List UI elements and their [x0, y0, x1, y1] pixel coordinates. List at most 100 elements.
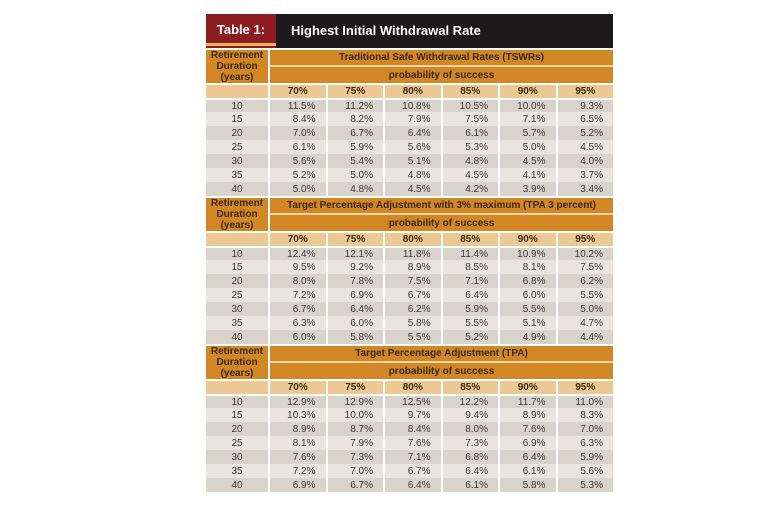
rate-cell: 10.3% [270, 408, 326, 422]
column-header: 75% [327, 83, 383, 98]
rate-cell: 4.5% [385, 182, 441, 196]
rate-cell: 6.1% [500, 464, 556, 478]
percent-header-row: 70% 75% 80% 85% 90% 95% [206, 231, 613, 246]
rate-cell: 5.8% [500, 478, 556, 492]
rate-cell: 5.8% [327, 330, 383, 344]
rate-cell: 4.0% [557, 154, 613, 168]
rate-cell: 4.4% [557, 330, 613, 344]
rate-cell: 6.9% [327, 288, 383, 302]
rate-cell: 11.4% [442, 246, 498, 260]
rate-cell: 7.3% [442, 436, 498, 450]
probability-of-success-label: probability of success [270, 361, 613, 379]
years-cell: 30 [206, 450, 268, 464]
rate-cell: 5.5% [500, 302, 556, 316]
rate-cell: 5.0% [327, 168, 383, 182]
rate-cell: 5.9% [442, 302, 498, 316]
rate-cell: 7.2% [270, 288, 326, 302]
table-row: 30 6.7% 6.4% 6.2% 5.9% 5.5% 5.0% [206, 302, 613, 316]
rate-cell: 5.2% [270, 168, 326, 182]
years-cell: 20 [206, 126, 268, 140]
years-cell: 15 [206, 408, 268, 422]
rate-cell: 12.5% [385, 394, 441, 408]
rate-cell: 4.5% [442, 168, 498, 182]
table-row: 30 7.6% 7.3% 7.1% 6.8% 6.4% 5.9% [206, 450, 613, 464]
rate-cell: 8.4% [385, 422, 441, 436]
rate-cell: 6.7% [270, 302, 326, 316]
rate-cell: 6.4% [442, 464, 498, 478]
rate-cell: 5.3% [442, 140, 498, 154]
rate-cell: 6.8% [500, 274, 556, 288]
rate-cell: 5.2% [442, 330, 498, 344]
table-row: 40 6.9% 6.7% 6.4% 6.1% 5.8% 5.3% [206, 478, 613, 492]
years-cell: 20 [206, 422, 268, 436]
rate-cell: 6.5% [557, 112, 613, 126]
rate-cell: 12.4% [270, 246, 326, 260]
rate-cell: 3.4% [557, 182, 613, 196]
column-header: 95% [557, 231, 613, 246]
rate-cell: 12.1% [327, 246, 383, 260]
table-row: 15 9.5% 9.2% 8.9% 8.5% 8.1% 7.5% [206, 260, 613, 274]
rate-cell: 7.1% [385, 450, 441, 464]
column-header: 80% [385, 83, 441, 98]
section-title: Target Percentage Adjustment (TPA) [270, 344, 613, 361]
rate-cell: 6.4% [327, 302, 383, 316]
rate-cell: 12.9% [270, 394, 326, 408]
data-table: Retirement Duration (years) Traditional Saf… [204, 48, 615, 492]
probability-row: probability of success [206, 361, 613, 379]
rate-cell: 5.0% [557, 302, 613, 316]
rate-cell: 6.9% [270, 478, 326, 492]
table-row: 40 5.0% 4.8% 4.5% 4.2% 3.9% 3.4% [206, 182, 613, 196]
rate-cell: 8.0% [442, 422, 498, 436]
rate-cell: 8.7% [327, 422, 383, 436]
section-title-row: Retirement Duration (years) Target Percenta… [206, 344, 613, 379]
rate-cell: 10.0% [327, 408, 383, 422]
rate-cell: 7.5% [442, 112, 498, 126]
rate-cell: 5.7% [500, 126, 556, 140]
rate-cell: 7.1% [500, 112, 556, 126]
rate-cell: 8.0% [270, 274, 326, 288]
rate-cell: 6.1% [270, 140, 326, 154]
rate-cell: 11.0% [557, 394, 613, 408]
rate-cell: 7.5% [557, 260, 613, 274]
column-header: 75% [327, 231, 383, 246]
table-title-bar: Table 1: Highest Initial Withdrawal Rate [206, 14, 613, 48]
rate-cell: 5.6% [557, 464, 613, 478]
column-header: 90% [500, 379, 556, 394]
rate-cell: 8.3% [557, 408, 613, 422]
column-header: 95% [557, 83, 613, 98]
column-header: 90% [500, 231, 556, 246]
rate-cell: 4.8% [442, 154, 498, 168]
rate-cell: 10.8% [385, 98, 441, 112]
rate-cell: 4.7% [557, 316, 613, 330]
rate-cell: 8.1% [500, 260, 556, 274]
rate-cell: 12.9% [327, 394, 383, 408]
rate-cell: 5.9% [557, 450, 613, 464]
rate-cell: 8.9% [385, 260, 441, 274]
table-row: 20 7.0% 6.7% 6.4% 6.1% 5.7% 5.2% [206, 126, 613, 140]
rate-cell: 9.5% [270, 260, 326, 274]
table-row: 15 8.4% 8.2% 7.9% 7.5% 7.1% 6.5% [206, 112, 613, 126]
column-header: 90% [500, 83, 556, 98]
table-row: 40 6.0% 5.8% 5.5% 5.2% 4.9% 4.4% [206, 330, 613, 344]
rate-cell: 3.9% [500, 182, 556, 196]
years-cell: 10 [206, 394, 268, 408]
rate-cell: 6.4% [385, 478, 441, 492]
rate-cell: 8.5% [442, 260, 498, 274]
rate-cell: 8.9% [270, 422, 326, 436]
years-cell: 40 [206, 182, 268, 196]
column-header: 80% [385, 379, 441, 394]
section-title-row: Retirement Duration (years) Traditional Saf… [206, 48, 613, 83]
years-cell: 20 [206, 274, 268, 288]
rate-cell: 7.2% [270, 464, 326, 478]
rate-cell: 10.2% [557, 246, 613, 260]
years-cell: 35 [206, 168, 268, 182]
rate-cell: 4.5% [500, 154, 556, 168]
column-header: 80% [385, 231, 441, 246]
rate-cell: 5.6% [385, 140, 441, 154]
rate-cell: 6.2% [557, 274, 613, 288]
rate-cell: 9.4% [442, 408, 498, 422]
rate-cell: 6.3% [557, 436, 613, 450]
table-row: 10 12.9% 12.9% 12.5% 12.2% 11.7% 11.0% [206, 394, 613, 408]
column-header: 85% [442, 379, 498, 394]
rate-cell: 5.3% [557, 478, 613, 492]
